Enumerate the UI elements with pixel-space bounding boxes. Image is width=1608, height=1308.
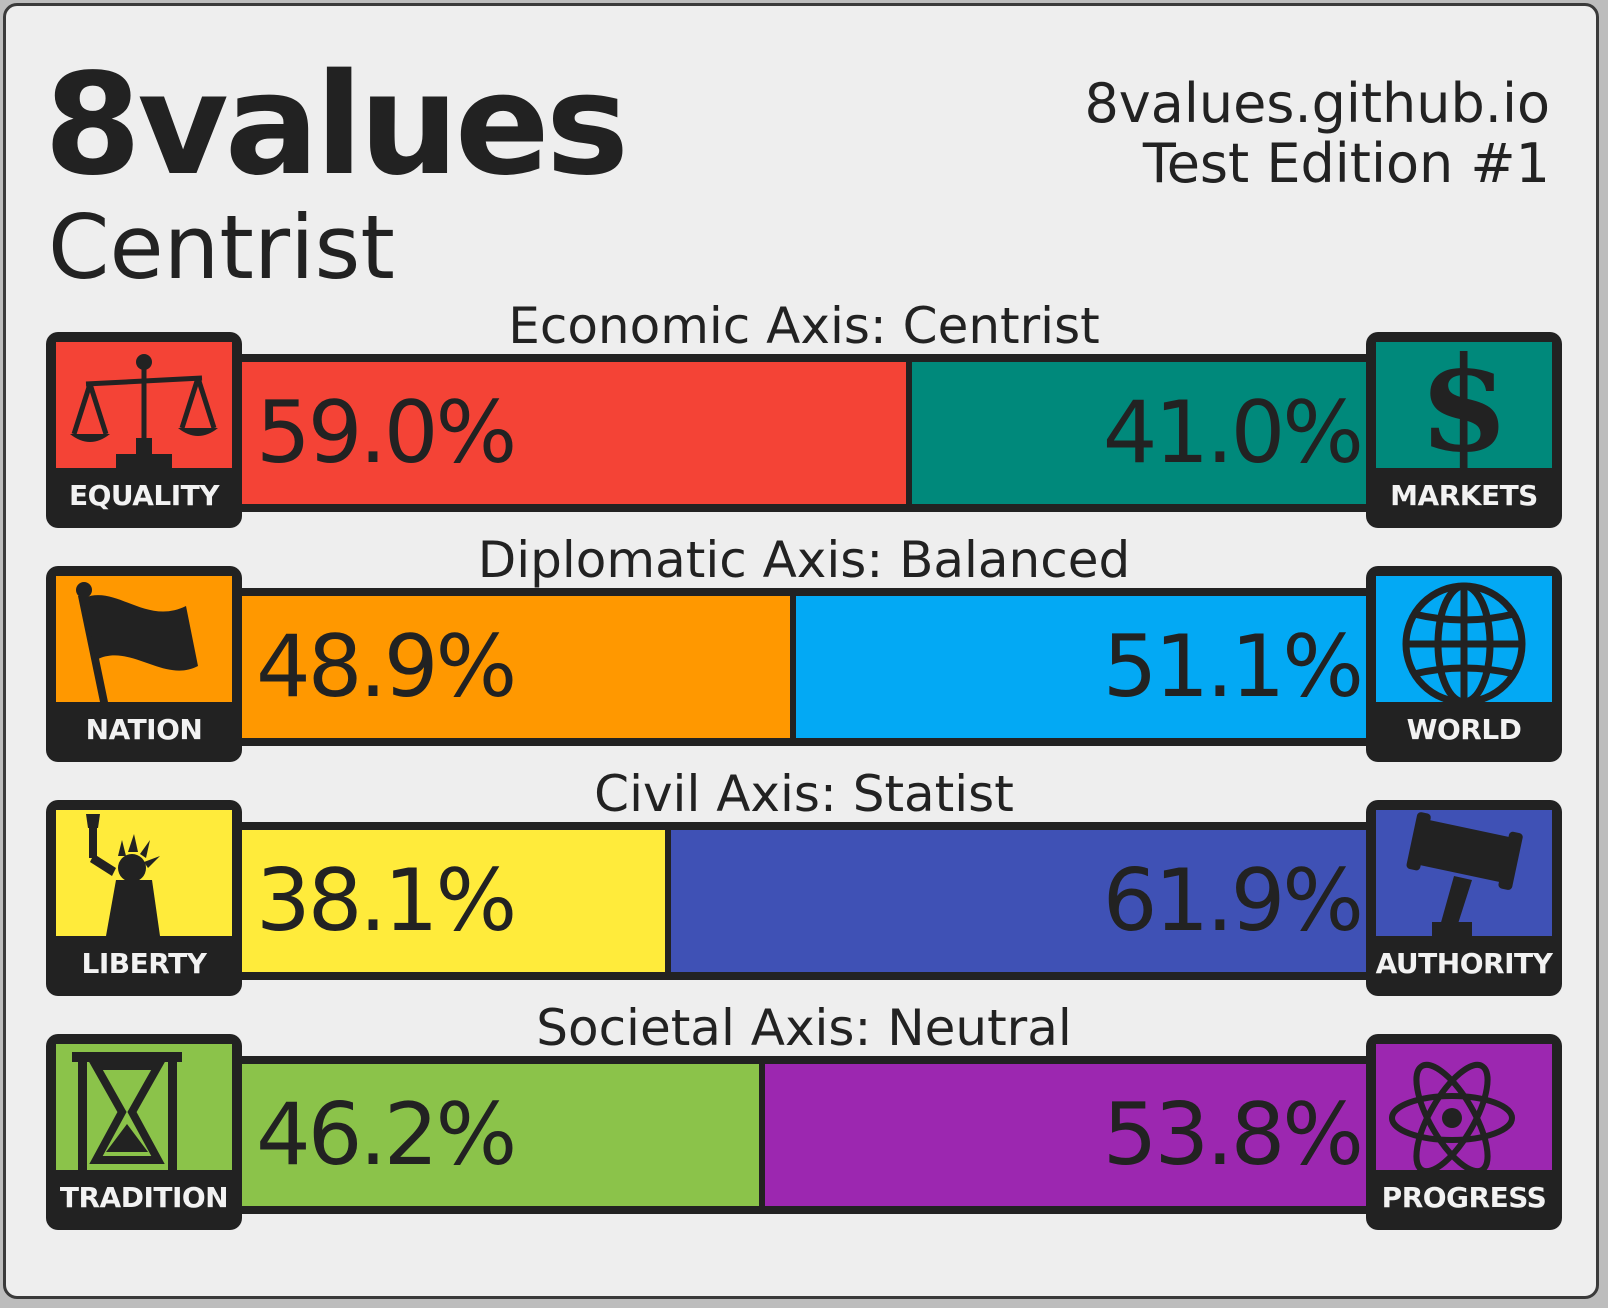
authority-fill: 61.9%: [671, 830, 1383, 972]
liberty-label: LIBERTY: [81, 947, 207, 980]
markets-percent: 41.0%: [1102, 383, 1364, 483]
app-title: 8values: [44, 44, 629, 207]
world-percent: 51.1%: [1102, 617, 1364, 717]
markets-label: MARKETS: [1390, 479, 1538, 512]
tradition-fill: 46.2%: [228, 1064, 759, 1206]
authority-badge: AUTHORITY: [1366, 800, 1562, 996]
diplomatic-axis: Diplomatic Axis: Balanced 48.9% 51.1% NA…: [6, 530, 1596, 770]
axis-title: Diplomatic Axis: Balanced: [477, 531, 1131, 589]
societal-axis: Societal Axis: Neutral 46.2% 53.8%: [6, 998, 1596, 1238]
liberty-badge: LIBERTY: [46, 800, 242, 996]
tradition-percent: 46.2%: [256, 1085, 517, 1185]
authority-percent: 61.9%: [1102, 851, 1364, 951]
axis-bar: 48.9% 51.1%: [228, 588, 1383, 746]
results-card: 8values Centrist 8values.github.io Test …: [3, 3, 1599, 1299]
civil-axis: Civil Axis: Statist 38.1% 61.9%: [6, 764, 1596, 1004]
world-fill: 51.1%: [796, 596, 1383, 738]
axis-bar: 59.0% 41.0%: [228, 354, 1383, 512]
equality-badge: EQUALITY: [46, 332, 242, 528]
nation-badge: NATION: [46, 566, 242, 762]
axis-bar: 46.2% 53.8%: [228, 1056, 1383, 1214]
svg-text:$: $: [1419, 342, 1509, 468]
axis-bar: 38.1% 61.9%: [228, 822, 1383, 980]
tradition-label: TRADITION: [59, 1181, 229, 1214]
world-label: WORLD: [1406, 713, 1522, 746]
markets-badge: $ MARKETS: [1366, 332, 1562, 528]
authority-label: AUTHORITY: [1375, 947, 1553, 980]
markets-fill: 41.0%: [912, 362, 1383, 504]
tradition-badge: TRADITION: [46, 1034, 242, 1230]
progress-percent: 53.8%: [1102, 1085, 1364, 1185]
edition-label: Test Edition #1: [1142, 132, 1550, 195]
progress-label: PROGRESS: [1381, 1181, 1547, 1214]
nation-label: NATION: [85, 713, 203, 746]
gavel-icon: [1376, 810, 1552, 936]
progress-fill: 53.8%: [765, 1064, 1383, 1206]
nation-percent: 48.9%: [256, 617, 517, 717]
site-info: 8values.github.io Test Edition #1: [1084, 74, 1550, 194]
dollar-icon: $: [1376, 342, 1552, 468]
hourglass-icon: [56, 1044, 232, 1170]
globe-icon: [1376, 576, 1552, 702]
ideology-result: Centrist: [48, 196, 395, 299]
scales-icon: [56, 342, 232, 468]
economic-axis: Economic Axis: Centrist 59.0% 41.0%: [6, 296, 1596, 536]
equality-label: EQUALITY: [68, 479, 220, 512]
nation-fill: 48.9%: [228, 596, 790, 738]
equality-fill: 59.0%: [228, 362, 906, 504]
atom-icon: [1376, 1044, 1552, 1170]
axis-title: Economic Axis: Centrist: [508, 297, 1100, 355]
progress-badge: PROGRESS: [1366, 1034, 1562, 1230]
statue-of-liberty-icon: [56, 810, 232, 936]
world-badge: WORLD: [1366, 566, 1562, 762]
liberty-fill: 38.1%: [228, 830, 665, 972]
site-url: 8values.github.io: [1084, 72, 1550, 135]
liberty-percent: 38.1%: [256, 851, 517, 951]
axis-title: Civil Axis: Statist: [594, 765, 1014, 823]
axis-title: Societal Axis: Neutral: [536, 999, 1072, 1057]
flag-icon: [56, 576, 232, 702]
equality-percent: 59.0%: [256, 383, 517, 483]
